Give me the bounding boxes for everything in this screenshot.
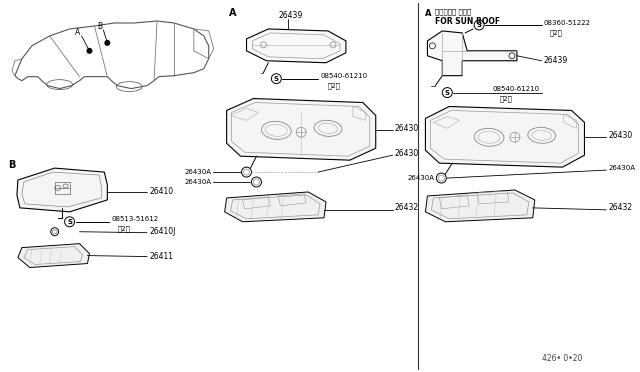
Text: （2）: （2） bbox=[328, 82, 341, 89]
Text: （2）: （2） bbox=[500, 95, 513, 102]
Text: B: B bbox=[97, 22, 102, 32]
Text: 26439: 26439 bbox=[278, 10, 303, 20]
Text: 26430: 26430 bbox=[395, 124, 419, 133]
Text: 26432: 26432 bbox=[395, 203, 419, 212]
Text: 426• 0•20: 426• 0•20 bbox=[541, 355, 582, 363]
Polygon shape bbox=[246, 29, 346, 63]
Polygon shape bbox=[428, 31, 517, 76]
Text: 26430A: 26430A bbox=[609, 165, 636, 171]
Circle shape bbox=[105, 41, 110, 45]
Circle shape bbox=[87, 48, 92, 53]
Text: 26430A: 26430A bbox=[185, 169, 212, 175]
Text: 08540-61210: 08540-61210 bbox=[492, 86, 539, 92]
Text: 26430: 26430 bbox=[609, 131, 632, 140]
Text: S: S bbox=[274, 76, 279, 81]
Text: 26432: 26432 bbox=[609, 203, 632, 212]
Text: 26430: 26430 bbox=[395, 149, 419, 158]
Polygon shape bbox=[227, 99, 376, 160]
Polygon shape bbox=[426, 190, 535, 222]
Text: 26439: 26439 bbox=[544, 56, 568, 65]
Text: （2）: （2） bbox=[117, 225, 130, 232]
Text: 08540-61210: 08540-61210 bbox=[320, 73, 367, 78]
Text: 26410J: 26410J bbox=[149, 227, 175, 236]
Polygon shape bbox=[225, 192, 326, 222]
Text: S: S bbox=[67, 219, 72, 225]
Text: 08360-51222: 08360-51222 bbox=[544, 20, 591, 26]
Text: サンルーフ シヨウ: サンルーフ シヨウ bbox=[435, 9, 472, 15]
Text: S: S bbox=[445, 90, 450, 96]
Text: （2）: （2） bbox=[550, 30, 563, 36]
Text: 26430A: 26430A bbox=[185, 179, 212, 185]
Text: 26410: 26410 bbox=[149, 187, 173, 196]
Text: B: B bbox=[8, 160, 15, 170]
Text: A: A bbox=[228, 8, 236, 18]
Text: A: A bbox=[75, 28, 80, 38]
Text: FOR SUN ROOF: FOR SUN ROOF bbox=[435, 17, 500, 26]
Polygon shape bbox=[426, 106, 584, 167]
Text: 08513-51612: 08513-51612 bbox=[111, 216, 159, 222]
Text: S: S bbox=[477, 22, 482, 28]
Text: 26411: 26411 bbox=[149, 252, 173, 261]
Text: 26430A: 26430A bbox=[408, 175, 435, 181]
Text: A: A bbox=[426, 9, 432, 17]
Polygon shape bbox=[18, 244, 90, 267]
Polygon shape bbox=[17, 168, 108, 212]
